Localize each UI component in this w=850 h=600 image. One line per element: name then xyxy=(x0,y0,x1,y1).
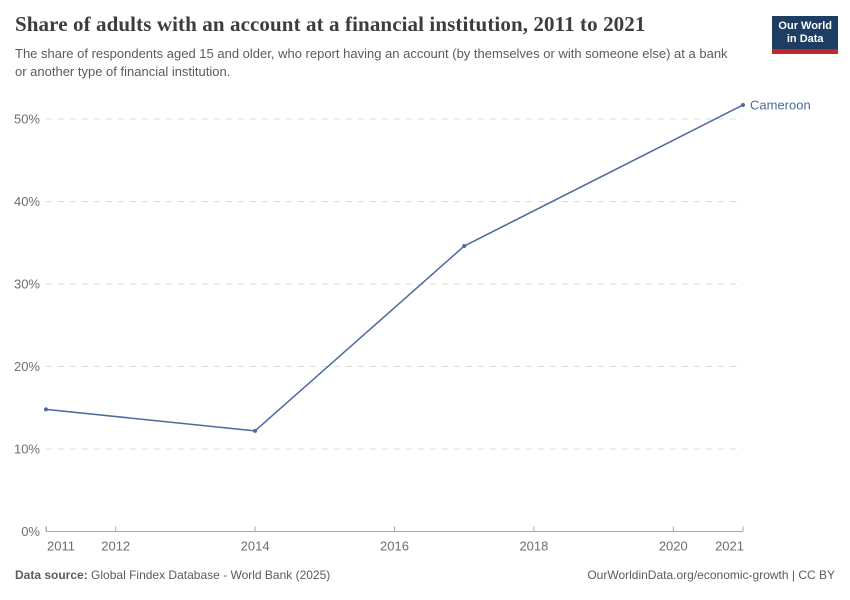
series-line[interactable] xyxy=(45,104,744,432)
chart-title: Share of adults with an account at a fin… xyxy=(15,12,646,36)
data-point-marker xyxy=(253,428,258,433)
series-label[interactable]: Cameroon xyxy=(750,97,811,112)
chart-footer: Data source: Global Findex Database - Wo… xyxy=(15,568,835,582)
data-source-text: Data source: Global Findex Database - Wo… xyxy=(15,568,330,582)
data-point-marker xyxy=(44,407,48,412)
y-tick-label: 0% xyxy=(21,524,40,539)
data-source-label: Data source: xyxy=(15,568,88,582)
x-tick-label: 2020 xyxy=(659,539,688,554)
owid-credit-link[interactable]: OurWorldinData.org/economic-growth | CC … xyxy=(587,568,835,582)
x-tick-label: 2016 xyxy=(380,539,409,554)
y-tick-label: 30% xyxy=(14,277,40,292)
x-tick-label: 2018 xyxy=(519,539,548,554)
x-tick-label: 2012 xyxy=(101,539,130,554)
owid-logo-line2: in Data xyxy=(786,33,824,45)
data-point-marker xyxy=(462,244,467,249)
chart-subtitle: The share of respondents aged 15 and old… xyxy=(15,46,728,80)
y-tick-label: 50% xyxy=(14,112,40,127)
x-tick-label: 2014 xyxy=(241,539,270,554)
x-tick-label: 2011 xyxy=(47,539,75,554)
y-tick-label: 10% xyxy=(14,442,40,457)
owid-logo[interactable]: Our World in Data xyxy=(772,16,838,54)
chart-header: Share of adults with an account at a fin… xyxy=(15,12,760,81)
y-tick-label: 40% xyxy=(14,194,40,209)
owid-logo-line1: Our World xyxy=(778,20,832,32)
x-tick-label: 2021 xyxy=(715,539,744,554)
data-source-value: Global Findex Database - World Bank (202… xyxy=(91,568,331,582)
y-tick-label: 20% xyxy=(14,359,40,374)
data-point-marker xyxy=(741,102,745,107)
